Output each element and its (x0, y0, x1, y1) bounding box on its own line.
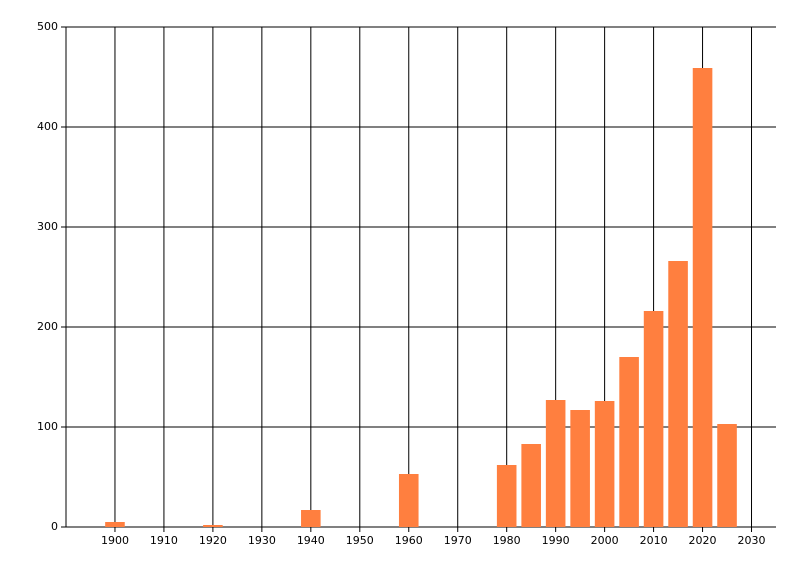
y-tick-label: 0 (51, 520, 58, 533)
bar (105, 522, 125, 527)
x-tick-label: 1940 (297, 534, 325, 547)
x-tick-label: 2010 (640, 534, 668, 547)
y-tick-label: 200 (37, 320, 58, 333)
x-tick-label: 1910 (150, 534, 178, 547)
bar (521, 444, 541, 527)
y-tick-label: 100 (37, 420, 58, 433)
bar (301, 510, 321, 527)
x-tick-label: 2020 (689, 534, 717, 547)
x-tick-label: 1990 (542, 534, 570, 547)
bar (203, 525, 223, 527)
x-tick-label: 2030 (738, 534, 766, 547)
bar (692, 68, 713, 527)
bar (594, 401, 615, 527)
bar (619, 357, 639, 527)
bar (545, 400, 566, 527)
x-tick-label: 1970 (444, 534, 472, 547)
x-tick-label: 1900 (101, 534, 129, 547)
x-tick-label: 1960 (395, 534, 423, 547)
bar (496, 465, 517, 527)
x-tick-label: 2000 (591, 534, 619, 547)
bar (570, 410, 590, 527)
bar (717, 424, 737, 527)
x-tick-label: 1950 (346, 534, 374, 547)
bar (398, 474, 419, 527)
x-tick-label: 1930 (248, 534, 276, 547)
y-tick-label: 300 (37, 220, 58, 233)
y-tick-label: 400 (37, 120, 58, 133)
bar (643, 311, 664, 527)
y-tick-label: 500 (37, 20, 58, 33)
bar (668, 261, 688, 527)
x-tick-label: 1920 (199, 534, 227, 547)
x-tick-label: 1980 (493, 534, 521, 547)
